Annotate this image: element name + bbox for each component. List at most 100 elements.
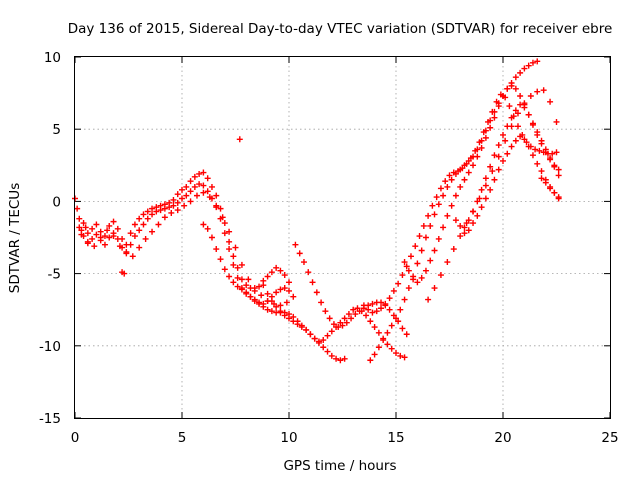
data-point — [114, 225, 121, 232]
data-point — [243, 282, 250, 289]
data-point — [348, 315, 355, 322]
data-point — [455, 168, 462, 175]
data-point — [401, 354, 408, 361]
data-point — [555, 166, 562, 173]
data-point — [193, 192, 200, 199]
data-point — [474, 198, 481, 205]
data-point — [208, 183, 215, 190]
data-point — [405, 285, 412, 292]
data-point — [273, 289, 280, 296]
data-point — [161, 205, 168, 212]
data-point — [213, 202, 220, 209]
axis-ticks — [74, 56, 611, 419]
data-point — [74, 205, 81, 212]
y-tick-label: 0 — [52, 194, 61, 210]
data-point — [431, 211, 438, 218]
data-point — [482, 175, 489, 182]
data-point — [187, 178, 194, 185]
data-point — [268, 308, 275, 315]
data-point — [296, 250, 303, 257]
data-point — [470, 208, 477, 215]
data-point — [378, 299, 385, 306]
data-point — [448, 202, 455, 209]
data-point — [521, 136, 528, 143]
data-point — [238, 276, 245, 283]
data-point — [303, 326, 310, 333]
data-point — [410, 276, 417, 283]
data-point — [448, 176, 455, 183]
data-point — [350, 306, 357, 313]
data-point — [226, 228, 233, 235]
data-point — [534, 58, 541, 65]
data-point — [495, 103, 502, 110]
data-point — [277, 308, 284, 315]
data-point — [127, 230, 134, 237]
x-tick-label: 15 — [387, 430, 404, 446]
data-point — [553, 118, 560, 125]
data-point — [375, 329, 382, 336]
data-point — [444, 259, 451, 266]
data-point — [256, 300, 263, 307]
data-point — [427, 257, 434, 264]
data-point — [478, 144, 485, 151]
data-point — [491, 114, 498, 121]
data-point — [512, 107, 519, 114]
data-point — [547, 155, 554, 162]
data-point — [461, 230, 468, 237]
data-point — [489, 108, 496, 115]
data-point — [542, 146, 549, 153]
data-point — [121, 270, 128, 277]
data-point — [187, 198, 194, 205]
data-point — [487, 124, 494, 131]
data-point — [403, 331, 410, 338]
data-point — [258, 292, 265, 299]
data-point — [360, 302, 367, 309]
data-point — [234, 274, 241, 281]
data-point — [472, 147, 479, 154]
data-point — [418, 274, 425, 281]
data-point — [517, 101, 524, 108]
data-point — [512, 137, 519, 144]
data-point — [281, 272, 288, 279]
data-point — [144, 215, 151, 222]
data-point — [482, 195, 489, 202]
data-point — [183, 183, 190, 190]
data-point — [204, 225, 211, 232]
data-point — [170, 202, 177, 209]
data-point — [508, 143, 515, 150]
data-point — [356, 308, 363, 315]
data-point — [127, 241, 134, 248]
x-tick-label: 25 — [601, 430, 618, 446]
data-point — [343, 319, 350, 326]
data-point — [405, 267, 412, 274]
data-point — [553, 149, 560, 156]
data-point — [93, 221, 100, 228]
data-point — [414, 260, 421, 267]
data-point — [84, 238, 91, 245]
data-point — [155, 221, 162, 228]
data-point — [181, 202, 188, 209]
data-point — [482, 134, 489, 141]
data-point — [463, 160, 470, 167]
data-point — [493, 98, 500, 105]
data-point — [326, 315, 333, 322]
data-point — [320, 344, 327, 351]
data-point — [116, 243, 123, 250]
data-point — [149, 211, 156, 218]
data-point — [328, 352, 335, 359]
y-tick-label: -5 — [48, 267, 61, 283]
data-point — [200, 189, 207, 196]
x-tick-label: 5 — [178, 430, 187, 446]
data-point — [444, 183, 451, 190]
data-point — [384, 341, 391, 348]
data-point — [450, 169, 457, 176]
chart-title: Day 136 of 2015, Sidereal Day-to-day VTE… — [68, 21, 613, 37]
data-point — [478, 186, 485, 193]
data-point — [80, 220, 87, 227]
data-point — [320, 337, 327, 344]
data-point — [500, 157, 506, 164]
data-point — [395, 280, 402, 287]
data-point — [318, 299, 325, 306]
y-tick-labels: -15 -10 -5 0 5 10 — [39, 50, 61, 427]
data-point — [540, 87, 547, 94]
